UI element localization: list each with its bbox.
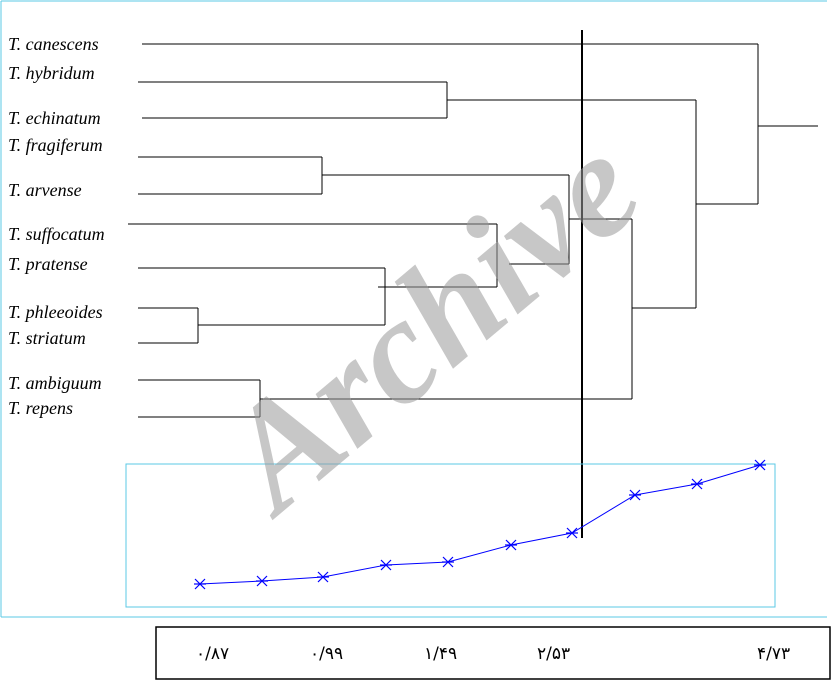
taxon-label: T. pratense: [8, 254, 88, 274]
scale-tick-label: ۴/۷۳: [757, 644, 790, 664]
plot-marker: [566, 527, 578, 539]
scale-axis: ۰/۸۷ ۰/۹۹ ۱/۴۹ ۲/۵۳ ۴/۷۳: [196, 644, 790, 664]
taxon-label: T. hybridum: [8, 63, 95, 83]
scale-tick-label: ۲/۵۳: [537, 644, 570, 664]
taxon-label: T. arvense: [8, 180, 82, 200]
plot-marker: [380, 559, 392, 571]
taxon-label: T. canescens: [8, 34, 99, 54]
plot-marker: [754, 459, 766, 471]
taxon-label: T. echinatum: [8, 108, 101, 128]
scale-tick-label: ۱/۴۹: [424, 644, 457, 664]
figure-frame: [0, 0, 827, 618]
inset-plot-line: [199, 464, 761, 585]
plot-marker: [442, 556, 454, 568]
taxon-label: T. repens: [8, 398, 73, 418]
taxon-label: T. phleeoides: [8, 302, 103, 322]
plot-marker: [194, 578, 206, 590]
plot-marker: [317, 571, 329, 583]
plot-marker: [691, 478, 703, 490]
inset-plot-markers: [194, 459, 766, 590]
taxon-label: T. suffocatum: [8, 224, 105, 244]
taxon-labels: T. canescens T. hybridum T. echinatum T.…: [8, 34, 105, 418]
dendrogram-tree: [128, 43, 818, 418]
plot-marker: [256, 575, 268, 587]
taxon-label: T. striatum: [8, 328, 86, 348]
plot-marker: [629, 489, 641, 501]
taxon-label: T. ambiguum: [8, 373, 102, 393]
plot-marker: [505, 539, 517, 551]
scale-tick-label: ۰/۸۷: [196, 644, 229, 664]
scale-tick-label: ۰/۹۹: [310, 644, 343, 664]
scale-box: [155, 626, 831, 680]
inset-plot-frame: [125, 463, 776, 608]
taxon-label: T. fragiferum: [8, 135, 103, 155]
watermark: Archive: [187, 103, 670, 546]
